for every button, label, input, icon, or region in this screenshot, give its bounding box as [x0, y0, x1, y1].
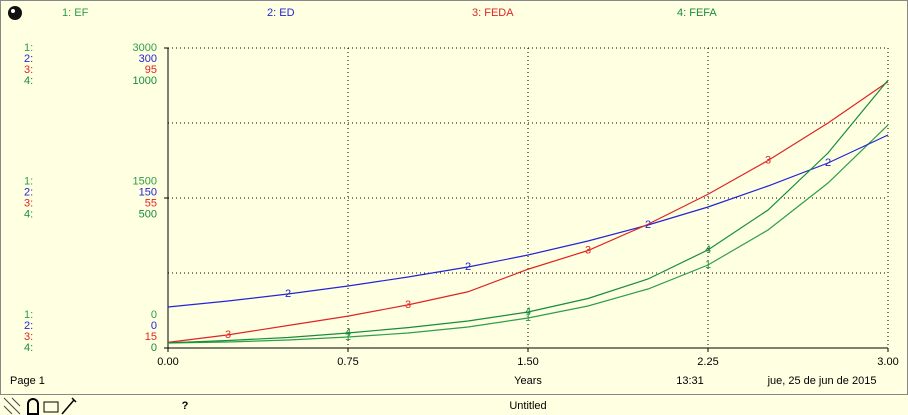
series-marker: 3 — [405, 299, 411, 311]
series-marker: 3 — [585, 244, 591, 256]
y-axis-key: 4: — [24, 208, 33, 220]
y-axis-key: 1: — [24, 175, 33, 187]
y-tick-label: 3000 — [133, 42, 157, 54]
pin-highlight — [11, 9, 15, 13]
series-line — [167, 81, 889, 343]
y-tick-label: 15 — [145, 331, 157, 343]
y-tick-label: 95 — [145, 64, 157, 76]
series-marker: 1 — [345, 331, 351, 343]
y-tick-label: 55 — [145, 197, 157, 209]
series-marker: 2 — [465, 261, 471, 273]
x-tick-label: 0.00 — [157, 356, 178, 368]
date: jue, 25 de jun de 2015 — [767, 375, 877, 387]
series-marker: 2 — [285, 288, 291, 300]
series-marker: 2 — [645, 219, 651, 231]
y-axis-key: 4: — [24, 342, 33, 354]
y-axis-key: 2: — [24, 320, 33, 332]
legend-entry: 2: ED — [267, 7, 295, 19]
series-marker: 1 — [705, 259, 711, 271]
y-tick-label: 300 — [139, 53, 157, 65]
y-axis-key: 4: — [24, 75, 33, 87]
series-line — [167, 124, 889, 344]
time: 13:31 — [676, 375, 704, 387]
print-icon[interactable] — [43, 401, 59, 413]
pin-icon[interactable] — [8, 6, 22, 20]
series-line — [167, 134, 889, 308]
y-tick-label: 500 — [139, 208, 157, 220]
legend-entry: 3: FEDA — [472, 7, 514, 19]
document-title: Untitled — [509, 400, 546, 412]
y-tick-label: 0 — [151, 320, 157, 332]
series-marker: 2 — [825, 157, 831, 169]
legend-entry: 4: FEFA — [677, 7, 717, 19]
y-axis-key: 3: — [24, 331, 33, 343]
y-axis-key: 2: — [24, 186, 33, 198]
lock-icon[interactable] — [27, 398, 39, 415]
page-label: Page 1 — [10, 375, 45, 387]
series-marker: 4 — [345, 327, 351, 339]
y-tick-label: 1000 — [133, 75, 157, 87]
series-marker: 1 — [525, 312, 531, 324]
pin-head — [8, 6, 22, 20]
x-axis-label: Years — [514, 375, 542, 387]
tool-icon[interactable] — [3, 397, 21, 415]
series-marker: 3 — [765, 154, 771, 166]
series-marker: 4 — [705, 244, 711, 256]
x-tick-label: 3.00 — [877, 356, 898, 368]
x-tick-label: 2.25 — [697, 356, 718, 368]
series-marker: 4 — [525, 306, 531, 318]
y-axis-key: 3: — [24, 197, 33, 209]
y-axis-key: 1: — [24, 42, 33, 54]
series-line — [167, 79, 889, 344]
x-tick-label: 1.50 — [517, 356, 538, 368]
y-tick-label: 1500 — [133, 175, 157, 187]
help-icon[interactable]: ? — [182, 400, 189, 412]
wand-icon[interactable] — [61, 397, 77, 415]
toolbar-icons — [3, 397, 77, 415]
y-axis-key: 1: — [24, 309, 33, 321]
y-axis-key: 3: — [24, 64, 33, 76]
series-marker: 3 — [225, 329, 231, 341]
legend-entry: 1: EF — [62, 7, 89, 19]
x-tick-label: 0.75 — [337, 356, 358, 368]
y-axis-key: 2: — [24, 53, 33, 65]
y-tick-label: 0 — [151, 309, 157, 321]
y-tick-label: 0 — [151, 342, 157, 354]
y-tick-label: 150 — [139, 186, 157, 198]
